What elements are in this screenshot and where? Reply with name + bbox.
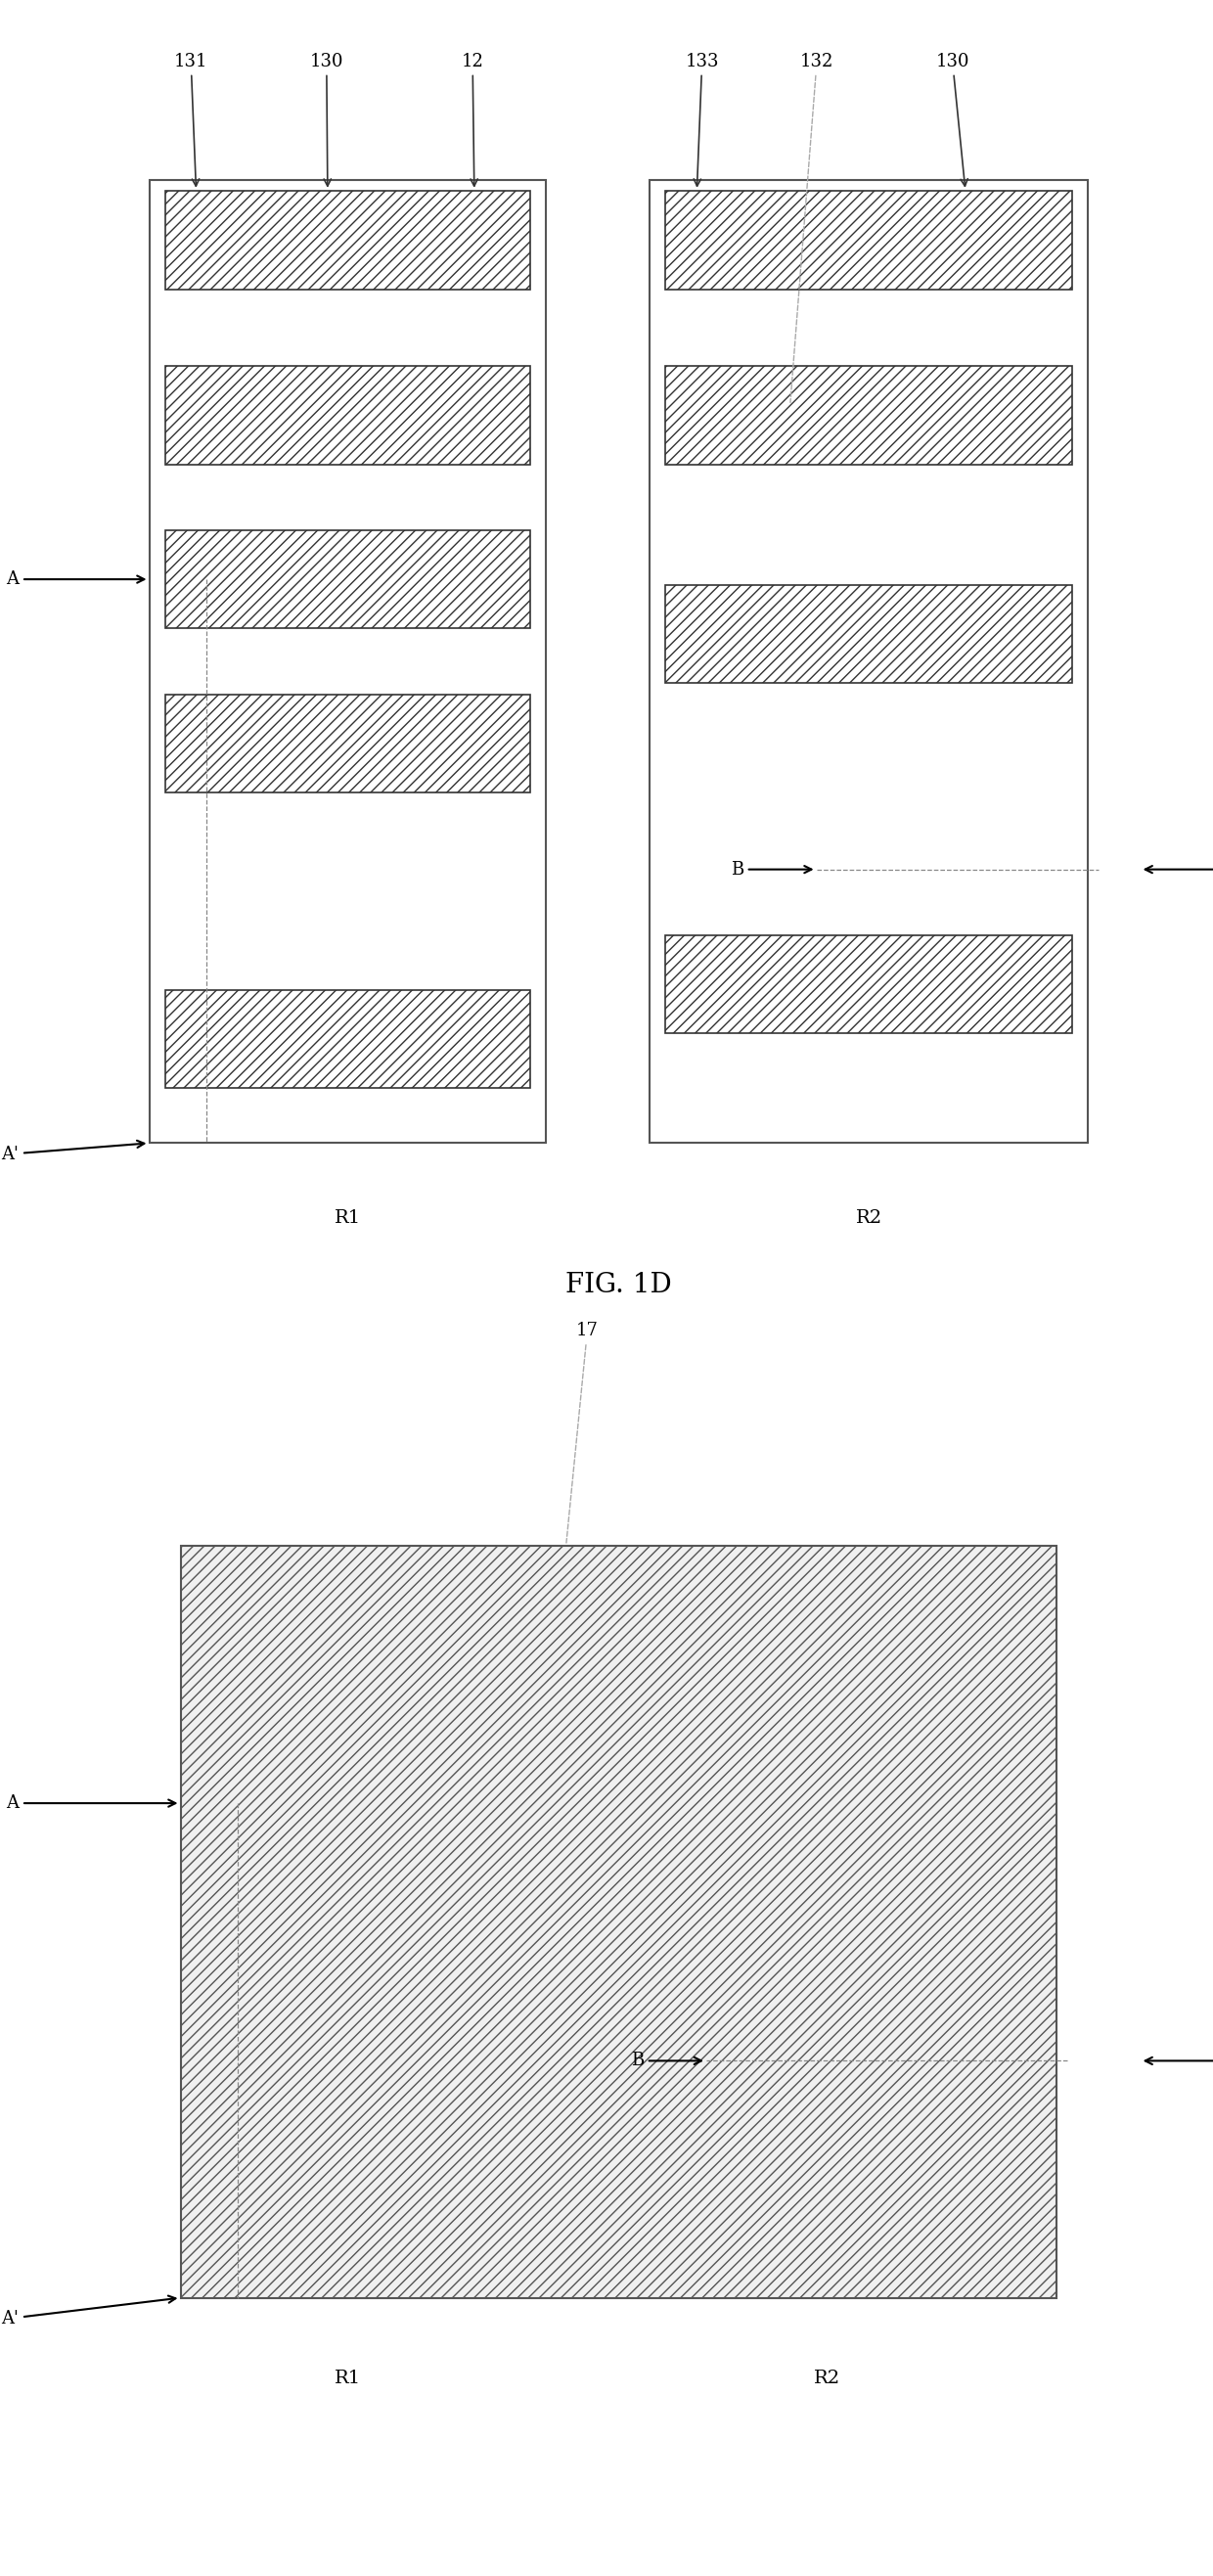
Text: R1: R1 bbox=[334, 2370, 360, 2388]
Text: R1: R1 bbox=[334, 1208, 360, 1226]
Text: FIG. 1D: FIG. 1D bbox=[565, 1273, 672, 1298]
Text: 133: 133 bbox=[685, 52, 719, 185]
Text: B': B' bbox=[1145, 860, 1213, 878]
Text: 17: 17 bbox=[566, 1321, 598, 1543]
Bar bbox=[165, 989, 530, 1090]
Text: FIG. 1C: FIG. 1C bbox=[566, 0, 671, 5]
Text: 132: 132 bbox=[791, 52, 833, 402]
Bar bbox=[165, 531, 530, 629]
Bar bbox=[165, 191, 530, 289]
Text: 12: 12 bbox=[461, 52, 484, 185]
Text: B: B bbox=[730, 860, 811, 878]
Text: A': A' bbox=[1, 1141, 144, 1162]
Text: 130: 130 bbox=[935, 52, 969, 185]
Text: R2: R2 bbox=[814, 2370, 841, 2388]
Text: B': B' bbox=[1145, 2053, 1213, 2069]
Bar bbox=[666, 935, 1072, 1033]
Bar bbox=[165, 693, 530, 793]
Text: 130: 130 bbox=[309, 52, 343, 185]
Text: A: A bbox=[6, 1795, 176, 1811]
Text: A: A bbox=[6, 569, 144, 587]
Bar bbox=[650, 180, 1088, 1144]
Text: A': A' bbox=[1, 2295, 176, 2326]
Text: B: B bbox=[631, 2053, 701, 2069]
Bar bbox=[666, 366, 1072, 464]
Text: R2: R2 bbox=[855, 1208, 882, 1226]
Bar bbox=[666, 585, 1072, 683]
Bar bbox=[666, 191, 1072, 289]
Text: 131: 131 bbox=[173, 52, 207, 185]
Bar bbox=[149, 180, 546, 1144]
Bar bbox=[165, 366, 530, 464]
Bar bbox=[181, 1546, 1057, 2298]
